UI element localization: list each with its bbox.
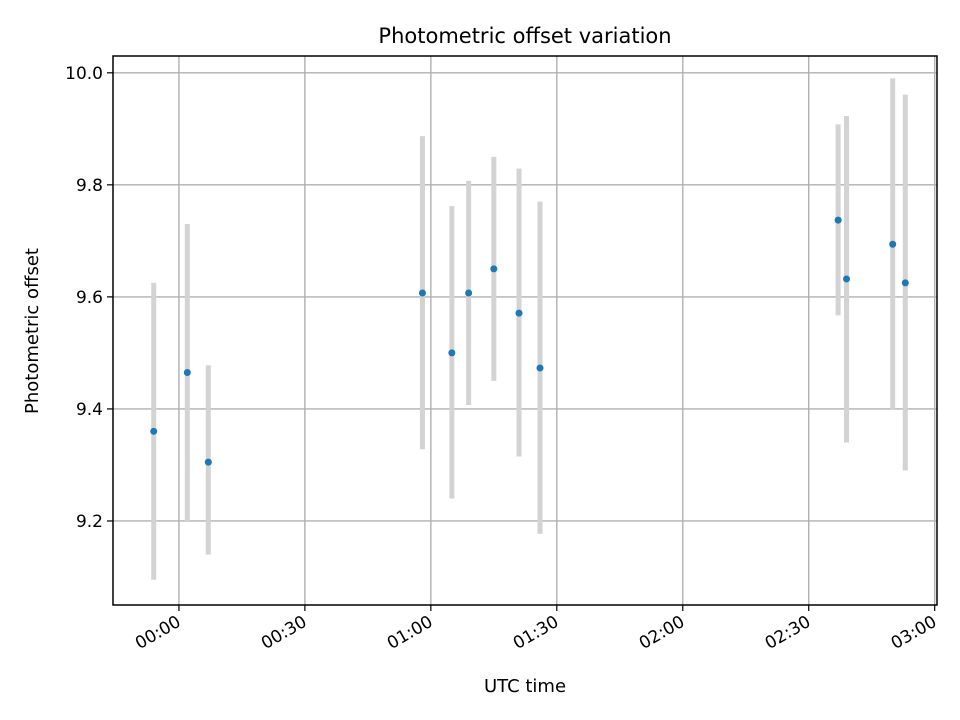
data-point: [889, 240, 897, 248]
y-tick-label: 10.0: [65, 64, 103, 84]
x-axis-label: UTC time: [484, 676, 566, 697]
data-point: [490, 265, 498, 273]
plot-frame: [112, 55, 938, 606]
data-point: [536, 364, 544, 372]
data-point: [901, 279, 909, 287]
data-point: [465, 289, 473, 297]
data-point: [204, 458, 212, 466]
data-point: [843, 275, 851, 283]
y-axis-ticks: 9.2 9.4 9.6 9.8 10.0: [65, 64, 113, 532]
data-point: [515, 309, 523, 317]
data-point: [150, 427, 158, 435]
y-axis-label: Photometric offset: [22, 248, 43, 414]
data-point: [834, 216, 842, 224]
chart-title: Photometric offset variation: [378, 24, 671, 48]
data-point: [448, 349, 456, 357]
y-tick-label: 9.8: [76, 176, 103, 196]
y-tick-label: 9.6: [76, 288, 103, 308]
y-tick-label: 9.4: [76, 400, 103, 420]
grid: [113, 56, 937, 605]
data-point: [183, 369, 191, 377]
data-point: [418, 289, 426, 297]
y-tick-label: 9.2: [76, 512, 103, 532]
data-points: [150, 216, 909, 466]
